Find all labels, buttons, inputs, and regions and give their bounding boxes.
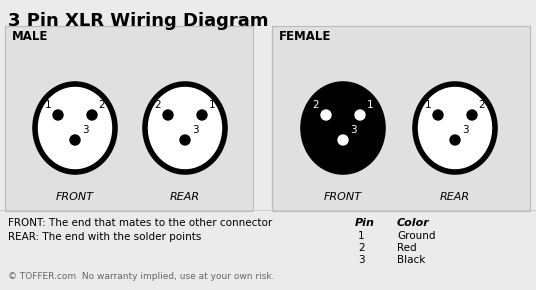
Text: Red: Red: [397, 243, 416, 253]
Text: FRONT: FRONT: [324, 192, 362, 202]
Text: 2: 2: [312, 100, 319, 110]
Circle shape: [70, 135, 80, 145]
Ellipse shape: [303, 84, 383, 172]
Circle shape: [163, 110, 173, 120]
Circle shape: [180, 135, 190, 145]
Text: 2: 2: [358, 243, 364, 253]
Circle shape: [433, 110, 443, 120]
Text: Black: Black: [397, 255, 426, 265]
Text: 2: 2: [155, 100, 161, 110]
Text: 1: 1: [425, 100, 431, 110]
Text: FRONT: The end that mates to the other connector: FRONT: The end that mates to the other c…: [8, 218, 272, 228]
Circle shape: [467, 110, 477, 120]
Text: 3: 3: [349, 125, 356, 135]
Circle shape: [355, 110, 365, 120]
Text: REAR: The end with the solder points: REAR: The end with the solder points: [8, 232, 202, 242]
Text: 1: 1: [44, 100, 51, 110]
Ellipse shape: [145, 84, 225, 172]
Circle shape: [87, 110, 97, 120]
Text: REAR: REAR: [440, 192, 470, 202]
Text: 1: 1: [358, 231, 364, 241]
Text: 1: 1: [209, 100, 215, 110]
Text: 3: 3: [461, 125, 468, 135]
FancyBboxPatch shape: [5, 26, 253, 211]
Text: 2: 2: [99, 100, 105, 110]
Text: 2: 2: [479, 100, 485, 110]
Text: 3: 3: [81, 125, 88, 135]
Circle shape: [321, 110, 331, 120]
Text: REAR: REAR: [170, 192, 200, 202]
Text: MALE: MALE: [12, 30, 48, 43]
Text: 3: 3: [192, 125, 198, 135]
Circle shape: [197, 110, 207, 120]
Circle shape: [450, 135, 460, 145]
Circle shape: [53, 110, 63, 120]
Text: 1: 1: [367, 100, 373, 110]
FancyBboxPatch shape: [272, 26, 530, 211]
Text: FRONT: FRONT: [56, 192, 94, 202]
Text: 3 Pin XLR Wiring Diagram: 3 Pin XLR Wiring Diagram: [8, 12, 269, 30]
Ellipse shape: [415, 84, 495, 172]
Text: © TOFFER.com  No warranty implied, use at your own risk.: © TOFFER.com No warranty implied, use at…: [8, 272, 274, 281]
Ellipse shape: [35, 84, 115, 172]
Circle shape: [338, 135, 348, 145]
Text: Pin: Pin: [355, 218, 375, 228]
Text: 3: 3: [358, 255, 364, 265]
Text: Color: Color: [397, 218, 430, 228]
Text: Ground: Ground: [397, 231, 435, 241]
Text: FEMALE: FEMALE: [279, 30, 331, 43]
